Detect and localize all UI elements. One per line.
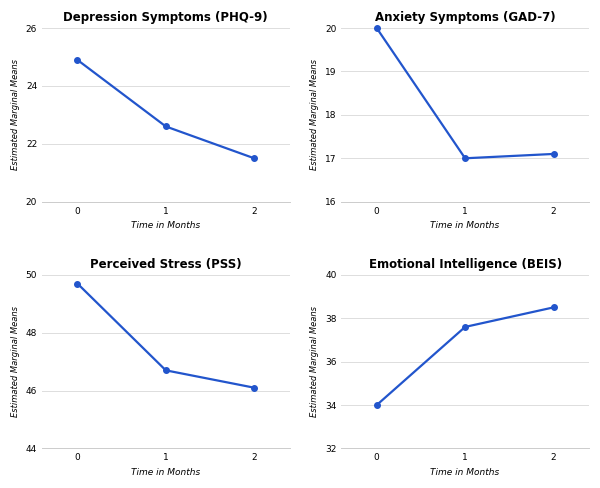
X-axis label: Time in Months: Time in Months <box>430 468 500 477</box>
Title: Perceived Stress (PSS): Perceived Stress (PSS) <box>90 258 242 271</box>
X-axis label: Time in Months: Time in Months <box>131 468 200 477</box>
Title: Emotional Intelligence (BEIS): Emotional Intelligence (BEIS) <box>368 258 562 271</box>
Y-axis label: Estimated Marginal Means: Estimated Marginal Means <box>11 306 20 417</box>
Y-axis label: Estimated Marginal Means: Estimated Marginal Means <box>11 60 20 170</box>
Title: Anxiety Symptoms (GAD-7): Anxiety Symptoms (GAD-7) <box>375 11 556 24</box>
Y-axis label: Estimated Marginal Means: Estimated Marginal Means <box>310 306 319 417</box>
Title: Depression Symptoms (PHQ-9): Depression Symptoms (PHQ-9) <box>64 11 268 24</box>
Y-axis label: Estimated Marginal Means: Estimated Marginal Means <box>310 60 319 170</box>
X-axis label: Time in Months: Time in Months <box>131 221 200 230</box>
X-axis label: Time in Months: Time in Months <box>430 221 500 230</box>
